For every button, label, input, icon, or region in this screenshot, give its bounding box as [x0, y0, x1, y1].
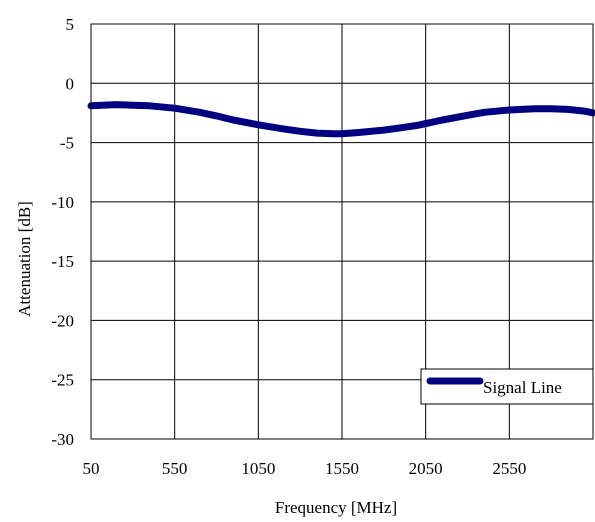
- y-tick-label: -20: [51, 311, 74, 330]
- y-axis-label: Attenuation [dB]: [15, 201, 34, 317]
- x-tick-label: 2550: [492, 459, 526, 478]
- x-axis-label: Frequency [MHz]: [275, 498, 397, 517]
- series-lines: [87, 101, 595, 138]
- y-tick-label: -15: [51, 252, 74, 271]
- x-tick-label: 550: [162, 459, 188, 478]
- y-tick-label: -25: [51, 371, 74, 390]
- y-tick-label: -30: [51, 430, 74, 449]
- x-tick-label: 1550: [325, 459, 359, 478]
- y-tick-label: 5: [66, 15, 75, 34]
- x-tick-label: 1050: [241, 459, 275, 478]
- x-tick-label: 2050: [409, 459, 443, 478]
- legend: Signal Line: [420, 368, 594, 405]
- plot-area-border: [90, 23, 594, 440]
- series-line-signal-line: [87, 101, 595, 138]
- legend-box: [420, 368, 594, 405]
- legend-label: Signal Line: [483, 378, 562, 397]
- y-tick-label: -5: [60, 134, 74, 153]
- y-tick-label: 0: [66, 74, 75, 93]
- y-tick-label: -10: [51, 193, 74, 212]
- grid: [91, 24, 593, 439]
- x-tick-label: 50: [83, 459, 100, 478]
